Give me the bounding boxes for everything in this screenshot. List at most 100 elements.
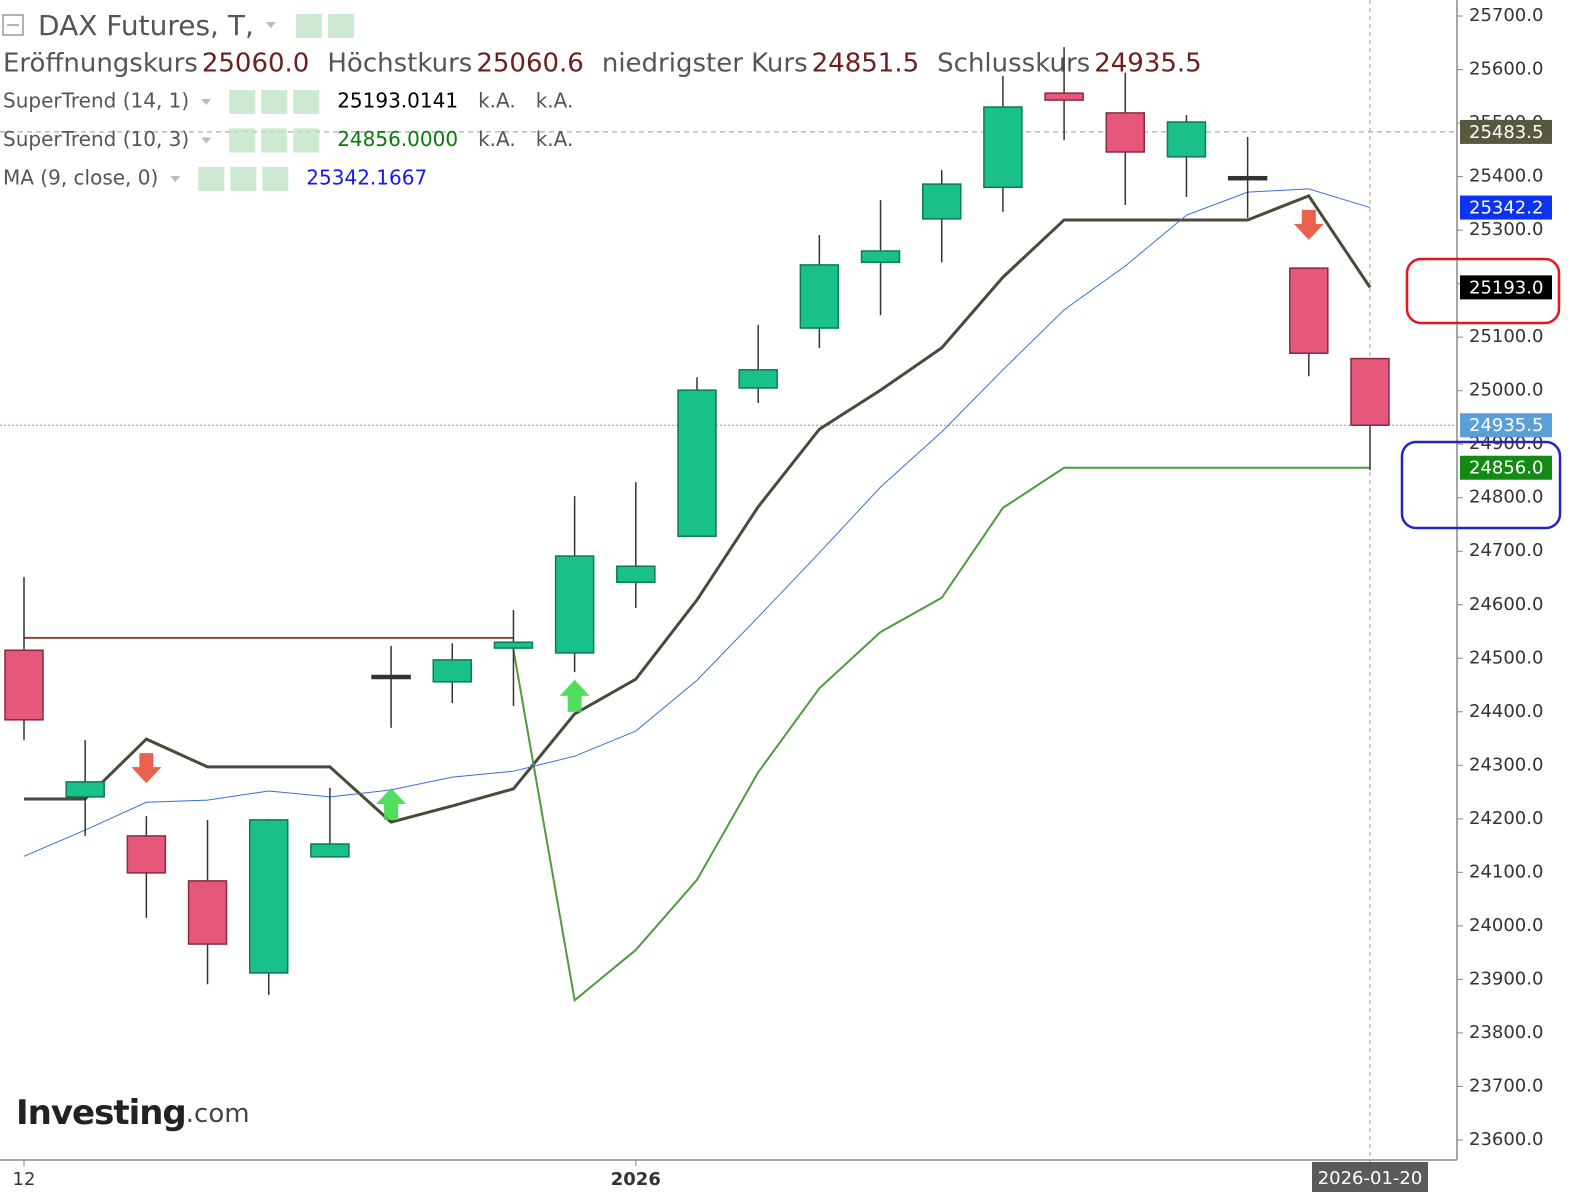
indicator-line <box>23 188 1371 857</box>
ohlc-name: niedrigster Kurs <box>602 49 808 79</box>
legend-icon <box>229 128 256 153</box>
ohlc-value: 24935.5 <box>1094 49 1202 79</box>
candle-body <box>1166 121 1207 158</box>
candle-body <box>1350 357 1390 426</box>
price-tag-label: 24935.5 <box>1469 415 1543 436</box>
legend: DAX Futures, T, Eröffnungskurs 25060.0 Höch… <box>2 9 1202 191</box>
x-tick-label: 2026 <box>611 1169 661 1190</box>
legend-icon <box>229 90 256 114</box>
price-tag-label: 25193.0 <box>1469 277 1543 298</box>
candle-body <box>432 659 473 683</box>
candle-body <box>616 565 656 584</box>
candle-body <box>860 250 901 263</box>
legend-icon <box>327 14 354 38</box>
candle-body <box>371 674 411 680</box>
signal-up <box>376 788 407 821</box>
y-tick-label: 24500.0 <box>1469 647 1543 668</box>
y-tick-label: 25300.0 <box>1469 219 1543 240</box>
ohlc-name: Höchstkurs <box>327 49 472 79</box>
legend-icon <box>262 167 289 191</box>
ohlc-value: 25060.6 <box>476 49 584 79</box>
legend-icon <box>198 167 225 191</box>
x-tick-label: 12 <box>13 1169 36 1190</box>
candle-body <box>248 819 289 974</box>
indicator-name: SuperTrend (14, 1) <box>3 89 189 113</box>
y-tick-label: 23700.0 <box>1469 1075 1543 1096</box>
legend-icon <box>261 128 288 153</box>
y-tick-label: 25700.0 <box>1469 5 1543 26</box>
candle-body <box>983 106 1023 189</box>
crosshair-x-box <box>1312 1162 1428 1192</box>
legend-icon <box>295 14 322 38</box>
indicator-value: 25193.0141 <box>337 89 458 113</box>
indicator-value: 25342.1667 <box>306 166 427 190</box>
price-tag <box>1460 119 1552 144</box>
y-tick-label: 25400.0 <box>1469 166 1543 187</box>
price-tag-label: 24856.0 <box>1469 458 1543 479</box>
candle-body <box>921 183 962 220</box>
price-tag <box>1460 413 1552 438</box>
candle-body <box>187 880 228 945</box>
y-tick-label: 24800.0 <box>1469 487 1543 508</box>
dropdown <box>170 176 181 182</box>
y-tick-label: 24600.0 <box>1469 594 1543 615</box>
indicator-line <box>512 466 1370 1003</box>
indicator-value: 24856.0000 <box>337 127 458 151</box>
indicator-name: SuperTrend (10, 3) <box>3 127 189 151</box>
signal-down <box>1293 209 1324 240</box>
ohlc-name: Schlusskurs <box>937 49 1090 79</box>
y-tick-label: 24000.0 <box>1469 915 1543 936</box>
candle-body <box>677 389 717 537</box>
dropdown <box>201 137 212 144</box>
signal-up <box>559 679 590 712</box>
indicator-line <box>24 194 1372 824</box>
y-tick-label: 23900.0 <box>1469 968 1543 989</box>
price-tag <box>1460 455 1552 480</box>
y-tick-label: 25600.0 <box>1469 59 1543 80</box>
indicator-extra: k.A. <box>536 89 574 113</box>
candle-body <box>65 781 105 798</box>
legend-icon <box>230 167 257 191</box>
legend-icon <box>293 128 320 153</box>
chart-title: DAX Futures, T, <box>38 9 254 42</box>
y-tick-label: 24700.0 <box>1469 540 1543 561</box>
candle-body <box>1289 267 1329 354</box>
collapse-box <box>2 14 24 36</box>
branding: Investing.com <box>16 1093 250 1133</box>
y-tick-label: 24400.0 <box>1469 701 1543 722</box>
signal-down <box>131 753 162 784</box>
candle-body <box>4 649 44 721</box>
y-tick-label: 23600.0 <box>1469 1129 1543 1150</box>
y-tick-label: 24300.0 <box>1469 754 1543 775</box>
highlight-red <box>1405 257 1561 325</box>
y-tick-label: 24900.0 <box>1469 433 1543 454</box>
ohlc-value: 24851.5 <box>812 49 920 79</box>
candle-body <box>1044 92 1084 101</box>
price-tag <box>1460 195 1552 220</box>
branding-suffix: .com <box>186 1099 250 1129</box>
legend-icon <box>261 90 288 114</box>
crosshair-x-label: 2026-01-20 <box>1318 1168 1423 1189</box>
candle-body <box>126 835 167 874</box>
candle-body <box>493 641 534 649</box>
price-tag-label: 25483.5 <box>1469 122 1543 143</box>
dropdown <box>201 99 212 105</box>
ohlc-name: Eröffnungskurs <box>3 49 198 79</box>
candle-body <box>1227 175 1268 181</box>
legend-icon <box>293 90 320 114</box>
candle-body <box>738 369 778 389</box>
y-tick-label: 24200.0 <box>1469 808 1543 829</box>
price-tag-label: 25342.2 <box>1469 198 1543 219</box>
y-tick-label: 23800.0 <box>1469 1022 1543 1043</box>
indicator-extra: k.A. <box>536 127 574 151</box>
y-tick-label: 25100.0 <box>1469 326 1543 347</box>
branding-main: Investing <box>16 1093 186 1133</box>
annotations <box>1400 257 1562 530</box>
y-tick-label: 25000.0 <box>1469 380 1543 401</box>
y-tick-label: 24100.0 <box>1469 861 1543 882</box>
highlight-blue <box>1400 440 1562 530</box>
candle-body <box>554 555 595 654</box>
candle-body <box>310 843 350 858</box>
price-tag <box>1460 275 1552 300</box>
